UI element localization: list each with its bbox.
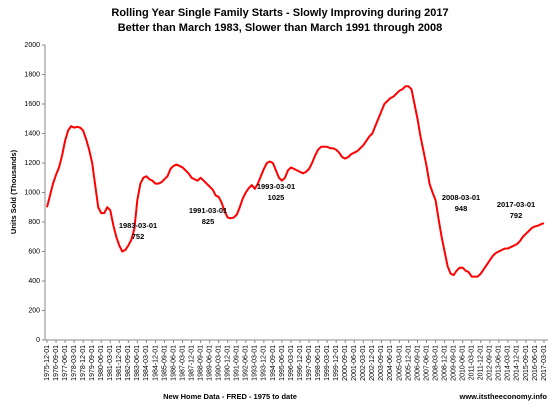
x-tick-label: 1975-12-01 — [44, 345, 51, 381]
chart-subtitle: Better than March 1983, Slower than Marc… — [118, 22, 443, 34]
y-tick-label: 400 — [28, 278, 40, 285]
x-tick-label: 2013-06-01 — [496, 345, 503, 381]
annotation-date: 2017-03-01 — [497, 200, 535, 209]
source: New Home Data - FRED - 1975 to date — [163, 392, 297, 401]
x-tick-label: 1988-09-01 — [197, 345, 204, 381]
x-tick-label: 2002-03-01 — [360, 345, 367, 381]
x-tick-label: 1976-09-01 — [53, 345, 60, 381]
y-axis-label: Units Sold (Thousands) — [9, 149, 18, 234]
x-tick-label: 1985-09-01 — [161, 345, 168, 381]
x-tick-label: 2012-09-01 — [487, 345, 494, 381]
x-tick-label: 2016-06-01 — [532, 345, 539, 381]
x-tick-label: 1984-12-01 — [152, 345, 159, 381]
annotation-date: 1983-03-01 — [119, 221, 157, 230]
x-tick-label: 1983-06-01 — [134, 345, 141, 381]
annotation-value: 948 — [455, 204, 468, 213]
annotation-date: 2008-03-01 — [442, 193, 480, 202]
x-tick-label: 1992-06-01 — [243, 345, 250, 381]
x-tick-label: 2005-12-01 — [405, 345, 412, 381]
y-tick-label: 1600 — [24, 101, 40, 108]
x-tick-label: 1984-03-01 — [143, 345, 150, 381]
x-tick-label: 2006-09-01 — [414, 345, 421, 381]
annotation-value: 825 — [202, 217, 215, 226]
y-tick-label: 1000 — [24, 189, 40, 196]
y-tick-label: 800 — [28, 219, 40, 226]
y-tick-label: 200 — [28, 307, 40, 314]
x-tick-label: 2008-03-01 — [432, 345, 439, 381]
x-tick-label: 2003-09-01 — [378, 345, 385, 381]
x-tick-label: 1986-06-01 — [170, 345, 177, 381]
x-tick-label: 1981-12-01 — [116, 345, 123, 381]
y-tick-label: 1400 — [24, 130, 40, 137]
credit: www.itstheeconomy.info — [458, 392, 547, 401]
x-tick-label: 1978-03-01 — [71, 345, 78, 381]
x-tick-label: 1991-09-01 — [234, 345, 241, 381]
annotation-value: 752 — [132, 232, 145, 241]
x-tick-label: 1999-12-01 — [333, 345, 340, 381]
chart-title: Rolling Year Single Family Starts - Slow… — [111, 7, 448, 19]
x-tick-label: 1993-12-01 — [261, 345, 268, 381]
x-tick-label: 1978-12-01 — [80, 345, 87, 381]
x-tick-label: 1990-12-01 — [225, 345, 232, 381]
x-tick-label: 1998-06-01 — [315, 345, 322, 381]
annotation-value: 792 — [510, 211, 523, 220]
x-tick-label: 2009-09-01 — [450, 345, 457, 381]
x-tick-label: 1990-03-01 — [216, 345, 223, 381]
x-tick-label: 2004-06-01 — [387, 345, 394, 381]
x-tick-label: 1989-06-01 — [206, 345, 213, 381]
x-tick-label: 2000-09-01 — [342, 345, 349, 381]
y-tick-label: 1800 — [24, 71, 40, 78]
annotation-date: 1993-03-01 — [257, 182, 295, 191]
y-tick-label: 600 — [28, 248, 40, 255]
x-tick-label: 2001-06-01 — [351, 345, 358, 381]
x-tick-label: 2007-06-01 — [423, 345, 430, 381]
x-tick-label: 2014-03-01 — [505, 345, 512, 381]
annotation-value: 1025 — [268, 193, 285, 202]
x-tick-label: 1996-12-01 — [297, 345, 304, 381]
annotation-date: 1991-03-01 — [189, 206, 227, 215]
x-tick-label: 1997-09-01 — [306, 345, 313, 381]
x-tick-label: 1979-09-01 — [89, 345, 96, 381]
x-tick-label: 1977-06-01 — [62, 345, 69, 381]
x-tick-label: 1981-03-01 — [107, 345, 114, 381]
x-tick-label: 1987-12-01 — [188, 345, 195, 381]
x-tick-label: 2017-03-01 — [541, 345, 548, 381]
x-tick-label: 1996-03-01 — [288, 345, 295, 381]
y-tick-label: 1200 — [24, 160, 40, 167]
x-tick-label: 2015-09-01 — [523, 345, 530, 381]
x-tick-label: 2010-06-01 — [460, 345, 467, 381]
x-tick-label: 1982-09-01 — [125, 345, 132, 381]
x-tick-label: 2011-03-01 — [469, 345, 476, 380]
x-tick-label: 1994-09-01 — [270, 345, 277, 381]
x-tick-label: 2014-12-01 — [514, 345, 521, 381]
y-tick-label: 2000 — [24, 42, 40, 49]
x-tick-label: 1999-03-01 — [324, 345, 331, 381]
x-tick-label: 2002-12-01 — [369, 345, 376, 381]
x-tick-label: 2011-12-01 — [478, 345, 485, 380]
x-tick-label: 1980-06-01 — [98, 345, 105, 381]
x-tick-label: 2005-03-01 — [396, 345, 403, 381]
x-tick-label: 1993-03-01 — [252, 345, 259, 381]
x-tick-label: 2008-12-01 — [441, 345, 448, 381]
x-tick-label: 1995-06-01 — [279, 345, 286, 381]
x-tick-label: 1987-03-01 — [179, 345, 186, 381]
y-tick-label: 0 — [36, 337, 40, 344]
data-line — [46, 85, 545, 278]
